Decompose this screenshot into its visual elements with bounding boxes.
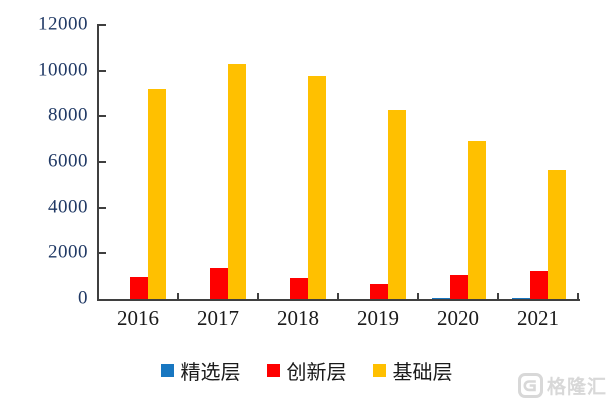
y-tick-label: 8000 bbox=[48, 104, 88, 126]
bar-2018-series-2 bbox=[308, 76, 326, 299]
x-tick-label: 2017 bbox=[197, 306, 239, 330]
x-tick-label: 2019 bbox=[357, 306, 399, 330]
bar-group-2020 bbox=[419, 25, 499, 299]
bar-group-2021 bbox=[499, 25, 579, 299]
x-tick-mark bbox=[577, 293, 579, 300]
y-tick-label: 6000 bbox=[48, 150, 88, 172]
legend-label: 精选层 bbox=[180, 362, 241, 384]
y-tick-label: 0 bbox=[78, 287, 88, 309]
y-tick-mark bbox=[99, 252, 106, 255]
x-tick-mark bbox=[497, 293, 499, 300]
y-tick-mark bbox=[99, 69, 106, 72]
legend-item-0: 精选层 bbox=[160, 356, 241, 385]
x-tick-mark bbox=[177, 293, 179, 300]
y-tick-mark bbox=[99, 206, 106, 209]
x-axis-line bbox=[97, 299, 580, 301]
x-axis-labels: 2016 2017 2018 2019 2020 2021 bbox=[98, 306, 578, 331]
bar-2021-series-0 bbox=[512, 297, 530, 299]
gelonghui-logo-icon bbox=[517, 373, 543, 398]
bar-2019-series-1 bbox=[370, 283, 388, 299]
watermark: 格隆汇 bbox=[517, 372, 607, 399]
bar-group-2019 bbox=[339, 25, 419, 299]
x-tick-mark bbox=[337, 293, 339, 300]
y-tick-label: 4000 bbox=[48, 196, 88, 218]
bar-2020-series-1 bbox=[450, 274, 468, 299]
legend-item-2: 基础层 bbox=[372, 356, 453, 385]
legend-swatch-icon bbox=[160, 364, 174, 377]
bar-group-2017 bbox=[179, 25, 259, 299]
y-tick-label: 2000 bbox=[48, 241, 88, 263]
bar-2016-series-2 bbox=[148, 88, 166, 299]
plot-area bbox=[99, 25, 579, 299]
watermark-text: 格隆汇 bbox=[546, 377, 607, 398]
x-tick-mark bbox=[417, 293, 419, 300]
y-axis-line bbox=[97, 24, 99, 301]
y-tick-label: 12000 bbox=[38, 13, 88, 35]
bar-group-2018 bbox=[259, 25, 339, 299]
bar-group-2016 bbox=[99, 25, 179, 299]
x-tick-label: 2021 bbox=[517, 306, 559, 330]
bar-2016-series-1 bbox=[130, 277, 148, 299]
legend-swatch-icon bbox=[372, 364, 386, 377]
bar-2021-series-2 bbox=[548, 170, 566, 299]
x-tick-mark bbox=[257, 293, 259, 300]
legend: 精选层 创新层 基础层 bbox=[0, 356, 613, 385]
bar-2017-series-2 bbox=[228, 64, 246, 299]
bar-2019-series-2 bbox=[388, 109, 406, 299]
bar-2018-series-1 bbox=[290, 277, 308, 299]
bar-2017-series-1 bbox=[210, 268, 228, 299]
legend-label: 基础层 bbox=[392, 362, 453, 384]
x-tick-label: 2018 bbox=[277, 306, 319, 330]
legend-swatch-icon bbox=[266, 364, 280, 377]
y-tick-mark bbox=[99, 24, 106, 26]
bar-2020-series-0 bbox=[432, 298, 450, 299]
y-tick-mark bbox=[99, 115, 106, 118]
legend-item-1: 创新层 bbox=[266, 356, 347, 385]
legend-label: 创新层 bbox=[286, 362, 347, 384]
x-tick-label: 2016 bbox=[117, 306, 159, 330]
y-tick-mark bbox=[99, 161, 106, 163]
bar-2021-series-1 bbox=[530, 271, 548, 299]
bar-2020-series-2 bbox=[468, 140, 486, 299]
y-tick-label: 10000 bbox=[38, 59, 88, 81]
x-tick-label: 2020 bbox=[437, 306, 479, 330]
